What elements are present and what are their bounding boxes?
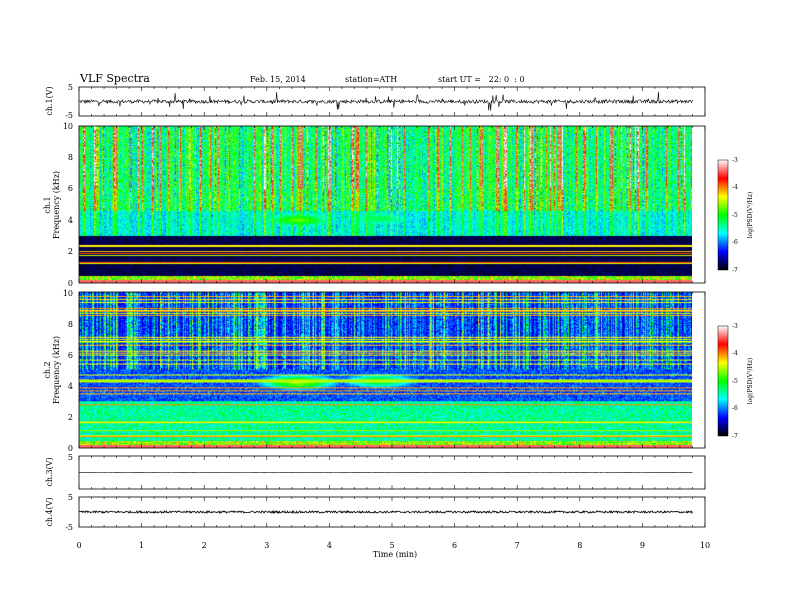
ch3-ytick-top: 5 xyxy=(68,453,73,462)
cb2-label: log(PSD(V²/Hz) xyxy=(747,358,754,405)
time-tick-label: 1 xyxy=(139,541,144,550)
time-tick-label: 4 xyxy=(327,541,332,550)
ch1-waveform-trace xyxy=(79,91,693,111)
time-tick-label: 7 xyxy=(515,541,520,550)
spec2-ytick-0: 0 xyxy=(68,444,73,453)
colorbar-1-gradient xyxy=(717,159,729,271)
time-tick-label: 6 xyxy=(452,541,457,550)
colorbar-1: -3 -4 -5 -6 -7 log(PSD(V²/Hz) xyxy=(717,157,754,274)
station-label: station=ATH xyxy=(345,75,397,84)
spec1-ylabel-frequency: Frequency (kHz) xyxy=(52,171,61,239)
spec1-ytick-6: 6 xyxy=(68,184,73,193)
ch4-ytick-top: 5 xyxy=(68,493,73,502)
time-tick-label: 5 xyxy=(389,541,394,550)
time-tick-label: 9 xyxy=(640,541,645,550)
colorbar-2-gradient xyxy=(717,325,729,437)
spec2-ytick-8: 8 xyxy=(68,320,73,329)
figure-title: VLF Spectra xyxy=(79,72,150,85)
spec1-ytick-8: 8 xyxy=(68,153,73,162)
time-tick-label: 3 xyxy=(264,541,269,550)
cb1-tick-3: -3 xyxy=(732,157,738,164)
cb1-tick-6: -6 xyxy=(732,239,738,246)
cb2-tick-7: -7 xyxy=(732,433,738,440)
date-label: Feb. 15, 2014 xyxy=(250,75,306,84)
cb1-tick-5: -5 xyxy=(732,212,738,219)
time-tick-label: 2 xyxy=(202,541,207,550)
spec2-ylabel-channel: ch.2 xyxy=(43,361,52,378)
spec2-ytick-2: 2 xyxy=(68,413,73,422)
spec1-ytick-2: 2 xyxy=(68,247,73,256)
spec1-ytick-10: 10 xyxy=(63,122,73,131)
cb2-tick-4: -4 xyxy=(732,350,738,357)
ch3-ylabel: ch.3(V) xyxy=(45,457,54,486)
channel-1-waveform-panel: 5 -5 ch.1(V) xyxy=(45,83,706,120)
start-time-label: start UT = 22: 0 : 0 xyxy=(438,75,525,84)
spec2-ytick-10: 10 xyxy=(63,289,73,298)
axis-ticks xyxy=(78,87,706,527)
cb2-tick-5: -5 xyxy=(732,378,738,385)
time-axis-label: Time (min) xyxy=(373,550,417,559)
ch4-ylabel: ch.4(V) xyxy=(45,497,54,526)
time-tick-label: 10 xyxy=(700,541,710,550)
ch2-spectrogram-image xyxy=(79,292,692,448)
ch4-waveform-trace xyxy=(78,509,693,515)
spec1-ytick-4: 4 xyxy=(68,216,73,225)
cb2-tick-6: -6 xyxy=(732,405,738,412)
cb2-tick-3: -3 xyxy=(732,323,738,330)
channel-3-waveform-panel: 5 ch.3(V) xyxy=(45,453,706,490)
colorbar-2: -3 -4 -5 -6 -7 log(PSD(V²/Hz) xyxy=(717,323,754,440)
spec2-ylabel-frequency: Frequency (kHz) xyxy=(52,336,61,404)
ch1-ylabel: ch.1(V) xyxy=(45,86,54,115)
channel-2-spectrogram-panel: 10 8 6 4 2 0 ch.2 Frequency (kHz) xyxy=(43,289,706,453)
spec2-ytick-6: 6 xyxy=(68,351,73,360)
cb1-tick-7: -7 xyxy=(732,267,738,274)
time-tick-label: 8 xyxy=(577,541,582,550)
spec1-ytick-0: 0 xyxy=(68,279,73,288)
time-tick-label: 0 xyxy=(76,541,81,550)
channel-4-waveform-panel: 5 -5 ch.4(V) xyxy=(45,493,706,532)
ch1-ytick-bottom: -5 xyxy=(65,111,73,120)
spec1-ylabel-channel: ch.1 xyxy=(43,196,52,213)
cb1-label: log(PSD(V²/Hz) xyxy=(747,192,754,239)
ch1-ytick-top: 5 xyxy=(68,83,73,92)
ch1-spectrogram-image xyxy=(79,126,692,283)
cb1-tick-4: -4 xyxy=(732,184,738,191)
time-axis-tick-labels: 0 1 2 3 4 5 6 7 8 9 10 xyxy=(76,541,710,550)
ch4-ytick-bottom: -5 xyxy=(65,523,73,532)
channel-1-spectrogram-panel: 10 8 6 4 2 0 ch.1 Frequency (kHz) xyxy=(43,122,706,288)
spec2-ytick-4: 4 xyxy=(68,382,73,391)
